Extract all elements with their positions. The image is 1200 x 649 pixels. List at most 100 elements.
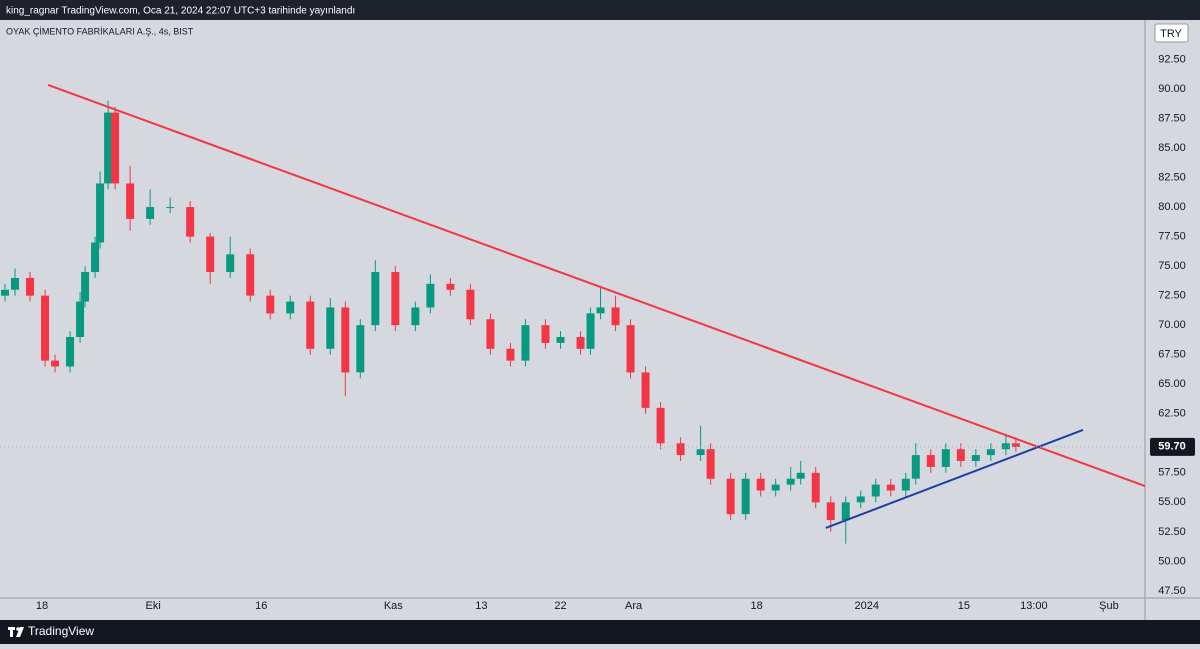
y-tick-label: 57.50: [1158, 467, 1186, 479]
x-tick-label: Kas: [384, 600, 403, 612]
candle-body: [341, 307, 350, 373]
y-tick-label: 90.00: [1158, 83, 1186, 95]
footer-bar: [0, 620, 1200, 644]
candle-body: [871, 484, 880, 497]
last-price-box: [1150, 437, 1195, 456]
candle-body: [506, 348, 515, 361]
symbol-title: OYAK ÇİMENTO FABRİKALARI A.Ş., 4s, BIST: [6, 26, 194, 36]
candle-body: [1011, 443, 1020, 447]
x-tick-label: 2024: [855, 600, 879, 612]
candle-body: [786, 478, 795, 485]
candle-body: [104, 112, 113, 184]
candle-body: [696, 449, 705, 456]
footer-brand: TradingView: [28, 624, 94, 638]
candle-body: [956, 449, 965, 461]
y-tick-label: 77.50: [1158, 231, 1186, 243]
candle-body: [971, 455, 980, 461]
candle-body: [986, 449, 995, 456]
candle-body: [371, 272, 380, 326]
candle-body: [926, 455, 935, 467]
x-tick-label: Ara: [625, 600, 643, 612]
x-tick-label: 18: [751, 600, 763, 612]
candle-body: [76, 301, 85, 337]
candle-body: [81, 272, 90, 302]
candle-body: [391, 272, 400, 326]
candle-body: [841, 502, 850, 521]
candle-body: [886, 484, 895, 491]
y-tick-label: 82.50: [1158, 171, 1186, 183]
candle-body: [266, 295, 275, 314]
y-tick-label: 75.00: [1158, 260, 1186, 272]
candle-body: [26, 277, 35, 296]
y-tick-label: 85.00: [1158, 142, 1186, 154]
y-tick-label: 72.50: [1158, 290, 1186, 302]
candle-body: [466, 289, 475, 320]
candle-body: [556, 336, 565, 343]
candle-body: [796, 472, 805, 479]
candle-body: [1, 289, 10, 296]
candle-body: [541, 325, 550, 343]
y-tick-label: 87.50: [1158, 112, 1186, 124]
currency-box[interactable]: [1154, 23, 1189, 43]
header-text: king_ragnar TradingView.com, Oca 21, 202…: [6, 6, 355, 17]
candle-body: [826, 502, 835, 521]
candle-body: [756, 478, 765, 491]
y-tick-label: 50.00: [1158, 555, 1186, 567]
candle-body: [521, 325, 530, 361]
candle-body: [146, 207, 155, 219]
y-tick-label: 67.50: [1158, 349, 1186, 361]
candle-body: [911, 455, 920, 479]
y-tick-label: 55.00: [1158, 496, 1186, 508]
candle-body: [426, 283, 435, 308]
candle-body: [741, 478, 750, 515]
plot-area: [1, 84, 1145, 544]
candle-body: [246, 254, 255, 296]
candle-body: [411, 307, 420, 326]
candle-body: [656, 407, 665, 444]
candle-body: [626, 325, 635, 373]
candle-body: [611, 307, 620, 326]
candle-body: [941, 449, 950, 467]
candle-body: [286, 301, 295, 314]
candle-body: [66, 336, 75, 367]
candle-body: [641, 372, 650, 408]
x-tick-label: 15: [958, 600, 970, 612]
candle-body: [356, 325, 365, 373]
y-tick-label: 47.50: [1158, 585, 1186, 597]
x-tick-label: 22: [554, 600, 566, 612]
candle-body: [226, 254, 235, 273]
candle-body: [326, 307, 335, 349]
y-tick-label: 62.50: [1158, 408, 1186, 420]
last-price-label: 59.70: [1158, 441, 1186, 453]
y-tick-label: 80.00: [1158, 201, 1186, 213]
candle-body: [676, 443, 685, 456]
candle-body: [206, 236, 215, 273]
candle-body: [91, 242, 100, 273]
candle-body: [901, 478, 910, 491]
candle-body: [96, 183, 105, 243]
candle-body: [706, 449, 715, 479]
candle-body: [11, 277, 20, 290]
x-tick-label: 13:00: [1020, 600, 1048, 612]
candle-body: [126, 183, 135, 219]
candle-body: [576, 336, 585, 349]
candle-body: [586, 313, 595, 349]
candle-body: [726, 478, 735, 515]
candle-body: [51, 360, 60, 367]
trend-line: [47, 84, 1145, 487]
candle-body: [186, 207, 195, 237]
x-tick-label: 18: [36, 600, 48, 612]
candle-body: [446, 283, 455, 290]
candle-body: [111, 112, 120, 184]
candle-body: [306, 301, 315, 349]
y-tick-label: 52.50: [1158, 526, 1186, 538]
candle-body: [596, 307, 605, 314]
y-tick-label: 70.00: [1158, 319, 1186, 331]
trend-line: [825, 429, 1084, 529]
candle-body: [486, 319, 495, 349]
candle-body: [856, 496, 865, 503]
candle-body: [771, 484, 780, 491]
y-tick-label: 65.00: [1158, 378, 1186, 390]
